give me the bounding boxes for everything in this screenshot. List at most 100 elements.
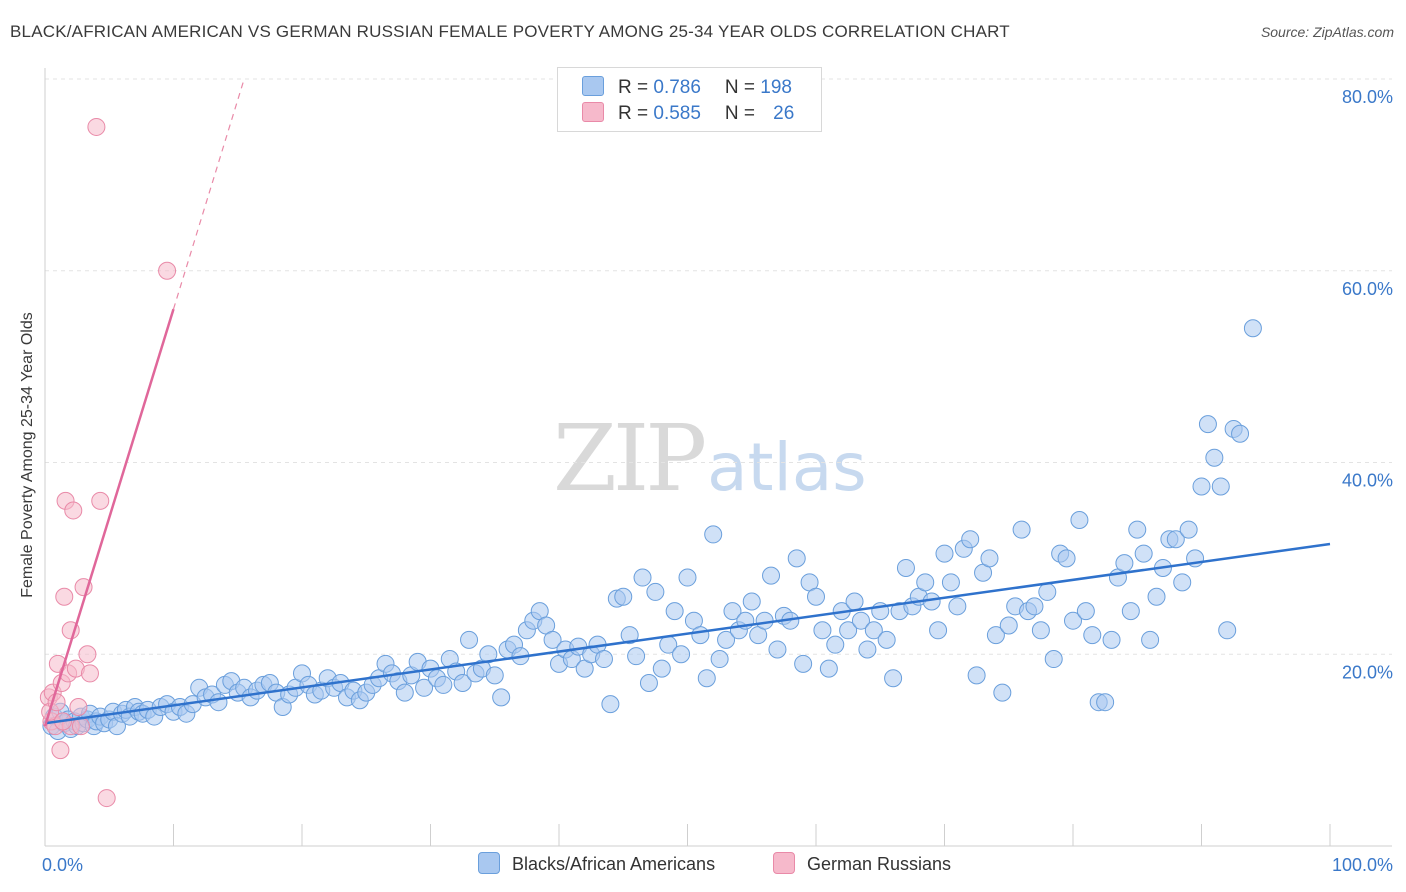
correlation-legend: R = 0.786 N = 198 R = 0.585 N = 26 [557,67,822,132]
data-point-german-russians [64,501,83,520]
data-point-blacks [1044,650,1063,669]
data-point-blacks [652,659,671,678]
bottom-legend-swatch-pink [773,852,795,874]
data-point-blacks [639,674,658,693]
data-point-blacks [209,693,228,712]
data-point-blacks [916,573,935,592]
data-point-blacks [543,630,562,649]
data-point-blacks [1121,602,1140,621]
data-point-blacks [672,645,691,664]
data-point-blacks [395,683,414,702]
source-label: Source: ZipAtlas.com [1260,24,1394,40]
data-point-blacks [646,582,665,601]
data-point-blacks [858,640,877,659]
data-point-blacks [485,666,504,685]
data-point-blacks [665,602,684,621]
data-point-blacks [723,602,742,621]
data-point-blacks [1141,630,1160,649]
data-point-blacks [601,695,620,714]
data-point-blacks [1243,319,1262,338]
trend-line-extension-german-russians [172,78,245,310]
data-point-blacks [1038,582,1057,601]
legend-n-label: N = [724,103,761,124]
data-point-blacks [999,616,1018,635]
legend-r-value: 0.786 [653,77,701,98]
data-point-blacks [627,647,646,666]
data-point-blacks [980,549,999,568]
data-point-blacks [819,659,838,678]
data-point-german-russians [51,741,70,760]
data-point-blacks [492,688,511,707]
data-point-blacks [851,611,870,630]
data-point-blacks [826,635,845,654]
data-point-blacks [807,587,825,606]
data-point-blacks [691,626,710,645]
bottom-legend-swatch-blue [478,852,500,874]
bottom-legend-german-russians: German Russians [773,852,951,875]
legend-swatch-pink [582,102,604,122]
legend-swatch-blue [582,76,604,96]
data-point-blacks [941,573,960,592]
data-point-blacks [1115,554,1134,573]
data-point-german-russians [91,491,110,510]
data-point-blacks [717,630,736,649]
data-point-blacks [1192,477,1211,496]
data-point-blacks [1083,626,1102,645]
data-point-blacks [704,525,723,544]
data-point-blacks [633,568,652,587]
data-point-blacks [1198,415,1217,434]
data-point-blacks [1031,621,1050,640]
data-point-blacks [755,611,774,630]
data-point-blacks [1057,549,1076,568]
chart-title: BLACK/AFRICAN AMERICAN VS GERMAN RUSSIAN… [10,22,1010,41]
x-tick-label: 0.0% [42,855,83,875]
data-point-german-russians [158,261,177,280]
data-point-blacks [1166,530,1185,549]
data-point-german-russians [97,789,116,808]
data-point-blacks [813,621,832,640]
data-point-blacks [614,587,633,606]
y-axis-label: Female Poverty Among 25-34 Year Olds [19,312,36,598]
data-point-blacks [896,558,915,577]
legend-n-value: 26 [773,103,795,124]
data-point-blacks [1231,424,1250,443]
data-point-blacks [935,544,954,563]
data-point-blacks [678,568,697,587]
bottom-legend-label: Blacks/African Americans [512,854,716,874]
data-point-blacks [1070,511,1089,530]
legend-row-german-russians: R = 0.585 N = 26 [582,102,794,126]
y-tick-label: 80.0% [1342,87,1393,107]
data-point-blacks [877,630,896,649]
data-point-german-russians [80,664,99,683]
data-point-blacks [768,640,787,659]
data-point-blacks [742,592,761,611]
data-point-blacks [594,650,613,669]
data-point-blacks [710,650,729,669]
data-point-blacks [415,678,434,697]
data-point-blacks [845,592,864,611]
data-point-blacks [1076,602,1095,621]
watermark-zip: ZIP [553,405,707,512]
legend-r-label: R = [618,103,654,124]
data-point-german-russians [87,117,106,136]
watermark: ZIPatlas [553,405,867,512]
data-point-blacks [986,626,1005,645]
data-point-blacks [479,645,498,664]
data-point-blacks [884,669,903,688]
data-point-blacks [1218,621,1237,640]
y-tick-label: 40.0% [1342,471,1393,491]
data-point-blacks [460,630,479,649]
legend-r-value: 0.585 [653,103,701,124]
trend-line-blacks [44,542,1331,725]
data-point-blacks [961,530,980,549]
data-point-blacks [1096,693,1115,712]
data-point-blacks [1211,477,1230,496]
bottom-legend-label: German Russians [807,854,952,874]
data-point-blacks [453,674,472,693]
data-point-blacks [1179,520,1198,539]
y-tick-label: 20.0% [1342,662,1393,682]
data-point-blacks [1064,611,1082,630]
data-point-blacks [1147,587,1166,606]
data-point-blacks [1025,597,1044,616]
